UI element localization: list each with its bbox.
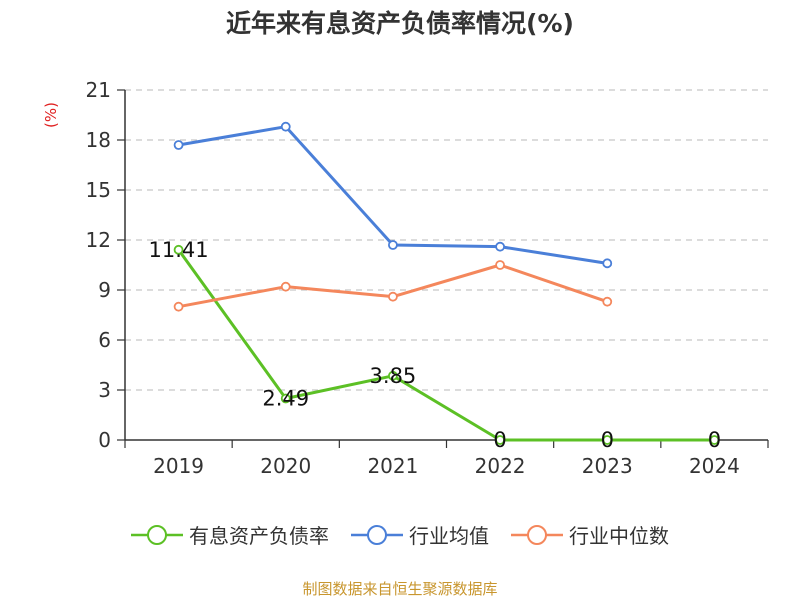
y-tick-label: 15 bbox=[86, 178, 111, 202]
data-point bbox=[602, 258, 613, 269]
y-tick-label: 12 bbox=[86, 228, 111, 252]
x-tick-label: 2024 bbox=[689, 454, 740, 478]
legend-item-industry-mean[interactable]: 行业均值 bbox=[351, 520, 489, 549]
x-tick-label: 2022 bbox=[475, 454, 526, 478]
data-point bbox=[173, 244, 184, 255]
legend-item-industry-median[interactable]: 行业中位数 bbox=[511, 520, 669, 549]
data-label: 0 bbox=[708, 428, 721, 452]
y-tick-label: 0 bbox=[98, 428, 111, 452]
data-point bbox=[602, 296, 613, 307]
x-tick-label: 2021 bbox=[367, 454, 418, 478]
chart-title: 近年来有息资产负债率情况(%) bbox=[226, 9, 574, 38]
data-label: 0 bbox=[601, 428, 614, 452]
data-point bbox=[173, 140, 184, 150]
x-tick-label: 2019 bbox=[153, 454, 204, 478]
data-point bbox=[388, 240, 398, 250]
data-point bbox=[388, 291, 398, 302]
y-tick-label: 6 bbox=[98, 328, 111, 352]
legend: 有息资产负债率 行业均值 行业中位数 bbox=[0, 520, 800, 549]
data-point bbox=[495, 435, 505, 445]
data-point bbox=[388, 370, 398, 381]
y-tick-label: 18 bbox=[86, 128, 111, 152]
legend-item-interest-debt-ratio[interactable]: 有息资产负债率 bbox=[131, 520, 329, 549]
data-point bbox=[280, 281, 291, 292]
data-label: 3.85 bbox=[370, 364, 417, 388]
legend-label: 行业中位数 bbox=[569, 524, 669, 548]
y-tick-label: 9 bbox=[98, 278, 111, 302]
legend-line-marker-icon bbox=[351, 524, 403, 545]
source-footer: 制图数据来自恒生聚源数据库 bbox=[302, 580, 498, 598]
data-point bbox=[173, 301, 184, 312]
series-line bbox=[177, 248, 715, 442]
y-tick-label: 21 bbox=[86, 78, 111, 102]
data-label: 2.49 bbox=[262, 387, 309, 411]
data-point bbox=[280, 121, 291, 132]
legend-line-marker-icon bbox=[511, 524, 563, 545]
data-point bbox=[709, 435, 720, 445]
data-point bbox=[602, 435, 613, 445]
x-tick-label: 2020 bbox=[260, 454, 311, 478]
legend-label: 行业均值 bbox=[409, 524, 489, 548]
legend-line-marker-icon bbox=[131, 524, 183, 545]
data-point bbox=[495, 260, 505, 270]
data-label: 0 bbox=[493, 428, 506, 452]
data-point bbox=[280, 393, 291, 404]
data-label: 11.41 bbox=[149, 238, 209, 262]
legend-label: 有息资产负债率 bbox=[189, 524, 329, 548]
x-tick-label: 2023 bbox=[582, 454, 633, 478]
y-tick-label: 3 bbox=[98, 378, 111, 402]
data-point bbox=[495, 241, 505, 252]
